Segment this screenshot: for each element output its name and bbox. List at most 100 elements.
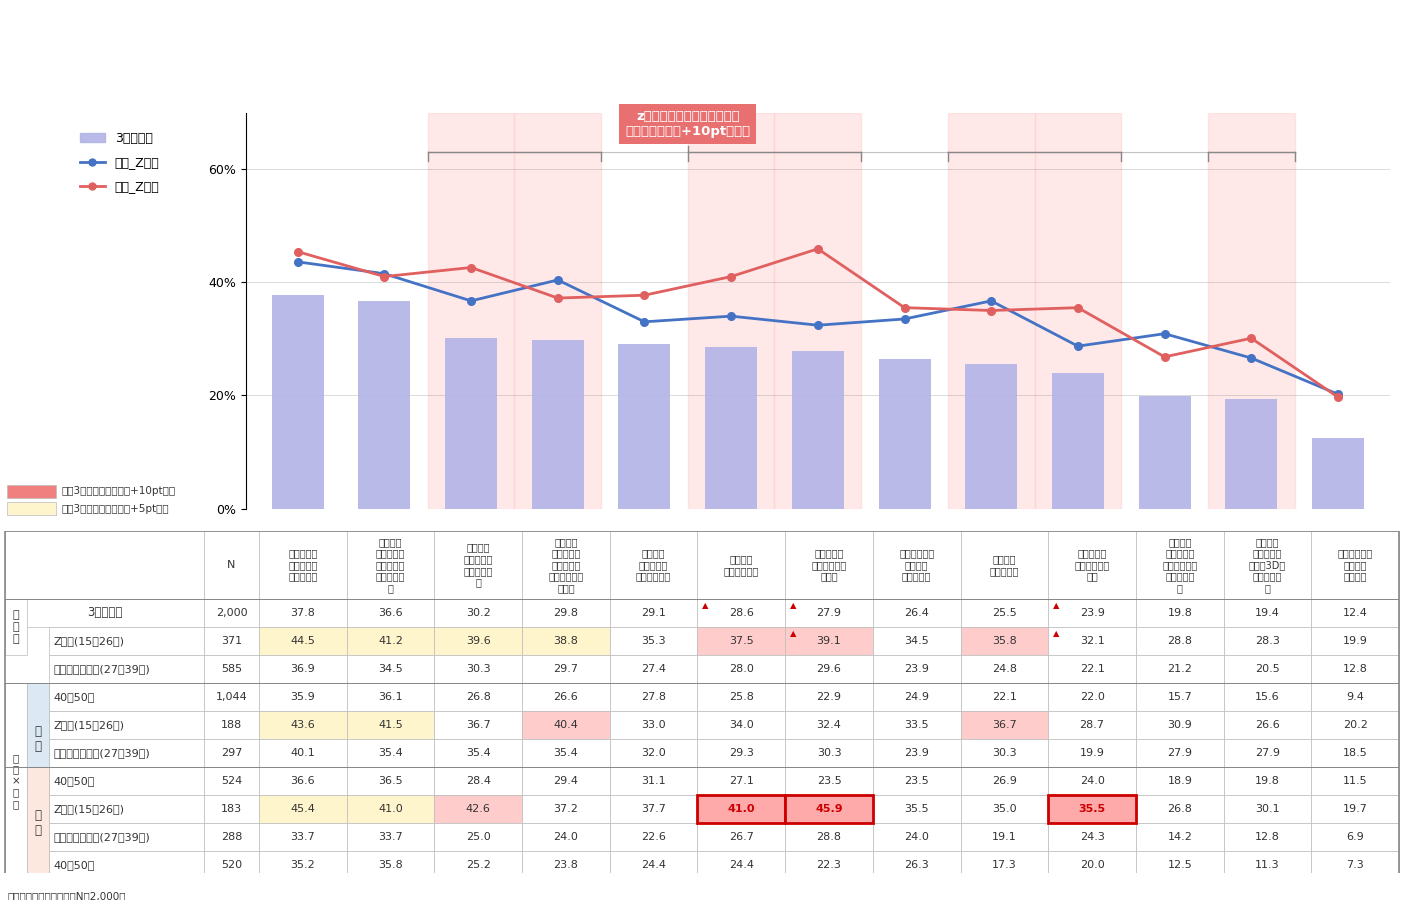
Bar — [618, 344, 671, 508]
Text: 3世代全体: 3世代全体 — [87, 607, 122, 619]
Text: 35.4: 35.4 — [553, 748, 578, 758]
Bar — [204, 683, 258, 711]
Bar — [6, 682, 1398, 683]
Bar — [873, 739, 960, 767]
Text: 35.0: 35.0 — [993, 804, 1016, 814]
Bar — [1224, 795, 1311, 823]
Text: 37.2: 37.2 — [553, 804, 578, 814]
Text: 19.9: 19.9 — [1342, 636, 1367, 646]
Text: 27.9: 27.9 — [817, 608, 841, 618]
Text: 28.3: 28.3 — [1255, 636, 1280, 646]
Text: 524: 524 — [220, 776, 241, 786]
Bar — [609, 711, 698, 739]
Bar — [522, 627, 609, 655]
Bar — [785, 531, 873, 599]
Bar — [522, 767, 609, 795]
Bar — [698, 531, 785, 599]
Bar — [785, 795, 873, 823]
Text: 29.4: 29.4 — [553, 776, 578, 786]
Text: 26.9: 26.9 — [993, 776, 1016, 786]
Text: 22.6: 22.6 — [642, 832, 665, 842]
Text: 31.1: 31.1 — [642, 776, 665, 786]
Text: 仮想空間
上でのイベ
ントへの参
加: 仮想空間 上でのイベ ントへの参 加 — [463, 543, 493, 588]
Bar — [347, 823, 434, 851]
Text: 仮想空間
上に再現さ
れた街やス
ポットの散
策: 仮想空間 上に再現さ れた街やス ポットの散 策 — [376, 536, 406, 593]
Text: 297: 297 — [220, 748, 241, 758]
Bar — [609, 851, 698, 879]
Bar — [948, 112, 1035, 508]
Text: 34.5: 34.5 — [904, 636, 929, 646]
Bar — [258, 655, 347, 683]
Text: 34.0: 34.0 — [729, 720, 754, 730]
Text: 35.5: 35.5 — [904, 804, 929, 814]
Bar — [7, 502, 56, 515]
Text: z世代の女性が特に高い項目
【全体と比べて+10pt以上】: z世代の女性が特に高い項目 【全体と比べて+10pt以上】 — [625, 110, 750, 138]
Text: 24.4: 24.4 — [729, 860, 754, 870]
Bar — [1224, 627, 1311, 655]
Bar — [1136, 531, 1224, 599]
Text: 30.3: 30.3 — [817, 748, 841, 758]
Bar — [258, 795, 347, 823]
Text: 24.0: 24.0 — [904, 832, 929, 842]
Text: 22.9: 22.9 — [817, 692, 841, 702]
Text: 30.2: 30.2 — [466, 608, 490, 618]
Bar — [873, 823, 960, 851]
Text: 26.8: 26.8 — [466, 692, 490, 702]
Text: 36.7: 36.7 — [993, 720, 1016, 730]
Bar — [698, 767, 785, 795]
Bar — [434, 851, 522, 879]
Bar — [960, 823, 1049, 851]
Bar — [785, 655, 873, 683]
Bar — [532, 340, 584, 508]
Bar — [1049, 739, 1136, 767]
Text: 28.8: 28.8 — [1167, 636, 1192, 646]
Text: 12.8: 12.8 — [1255, 832, 1280, 842]
Bar — [1311, 438, 1363, 508]
Text: 41.0: 41.0 — [727, 804, 755, 814]
Legend: 3世代全体, 男性_Z世代, 女性_Z世代: 3世代全体, 男性_Z世代, 女性_Z世代 — [74, 127, 164, 198]
Bar — [522, 795, 609, 823]
Text: N: N — [227, 560, 236, 570]
Bar — [347, 599, 434, 627]
Bar — [609, 531, 698, 599]
Bar — [204, 823, 258, 851]
Bar — [873, 655, 960, 683]
Text: 世
代
×
性
別: 世 代 × 性 別 — [11, 752, 21, 809]
Bar — [1136, 627, 1224, 655]
Text: 33.0: 33.0 — [642, 720, 665, 730]
Text: アバターの
作成・カスタ
マイズ: アバターの 作成・カスタ マイズ — [812, 548, 847, 581]
Bar — [1049, 823, 1136, 851]
Text: 20.5: 20.5 — [1255, 664, 1280, 674]
Bar — [609, 683, 698, 711]
Text: 29.3: 29.3 — [729, 748, 754, 758]
Bar — [347, 767, 434, 795]
Bar — [258, 683, 347, 711]
Bar — [960, 711, 1049, 739]
Text: ▲: ▲ — [702, 601, 709, 610]
Text: 35.8: 35.8 — [378, 860, 403, 870]
Bar — [347, 711, 434, 739]
Text: 仮想空間
上での会議: 仮想空間 上での会議 — [990, 554, 1019, 576]
Text: 371: 371 — [220, 636, 241, 646]
Bar — [873, 795, 960, 823]
Text: ▲: ▲ — [790, 629, 796, 638]
Bar — [1224, 655, 1311, 683]
Bar — [1224, 739, 1311, 767]
Bar — [434, 739, 522, 767]
Bar — [204, 767, 258, 795]
Text: ミレニアル世代(27～39歳): ミレニアル世代(27～39歳) — [53, 832, 150, 842]
Bar — [1136, 711, 1224, 739]
Text: 32.1: 32.1 — [1080, 636, 1105, 646]
Text: 25.2: 25.2 — [466, 860, 490, 870]
Bar — [609, 739, 698, 767]
Text: 28.0: 28.0 — [729, 664, 754, 674]
Bar — [873, 599, 960, 627]
Bar — [204, 531, 258, 599]
Bar — [522, 711, 609, 739]
Text: 585: 585 — [220, 664, 241, 674]
Text: 35.9: 35.9 — [291, 692, 316, 702]
Text: 40～50代: 40～50代 — [53, 776, 94, 786]
Bar — [609, 627, 698, 655]
Text: 12.5: 12.5 — [1167, 860, 1192, 870]
Text: 23.8: 23.8 — [553, 860, 578, 870]
